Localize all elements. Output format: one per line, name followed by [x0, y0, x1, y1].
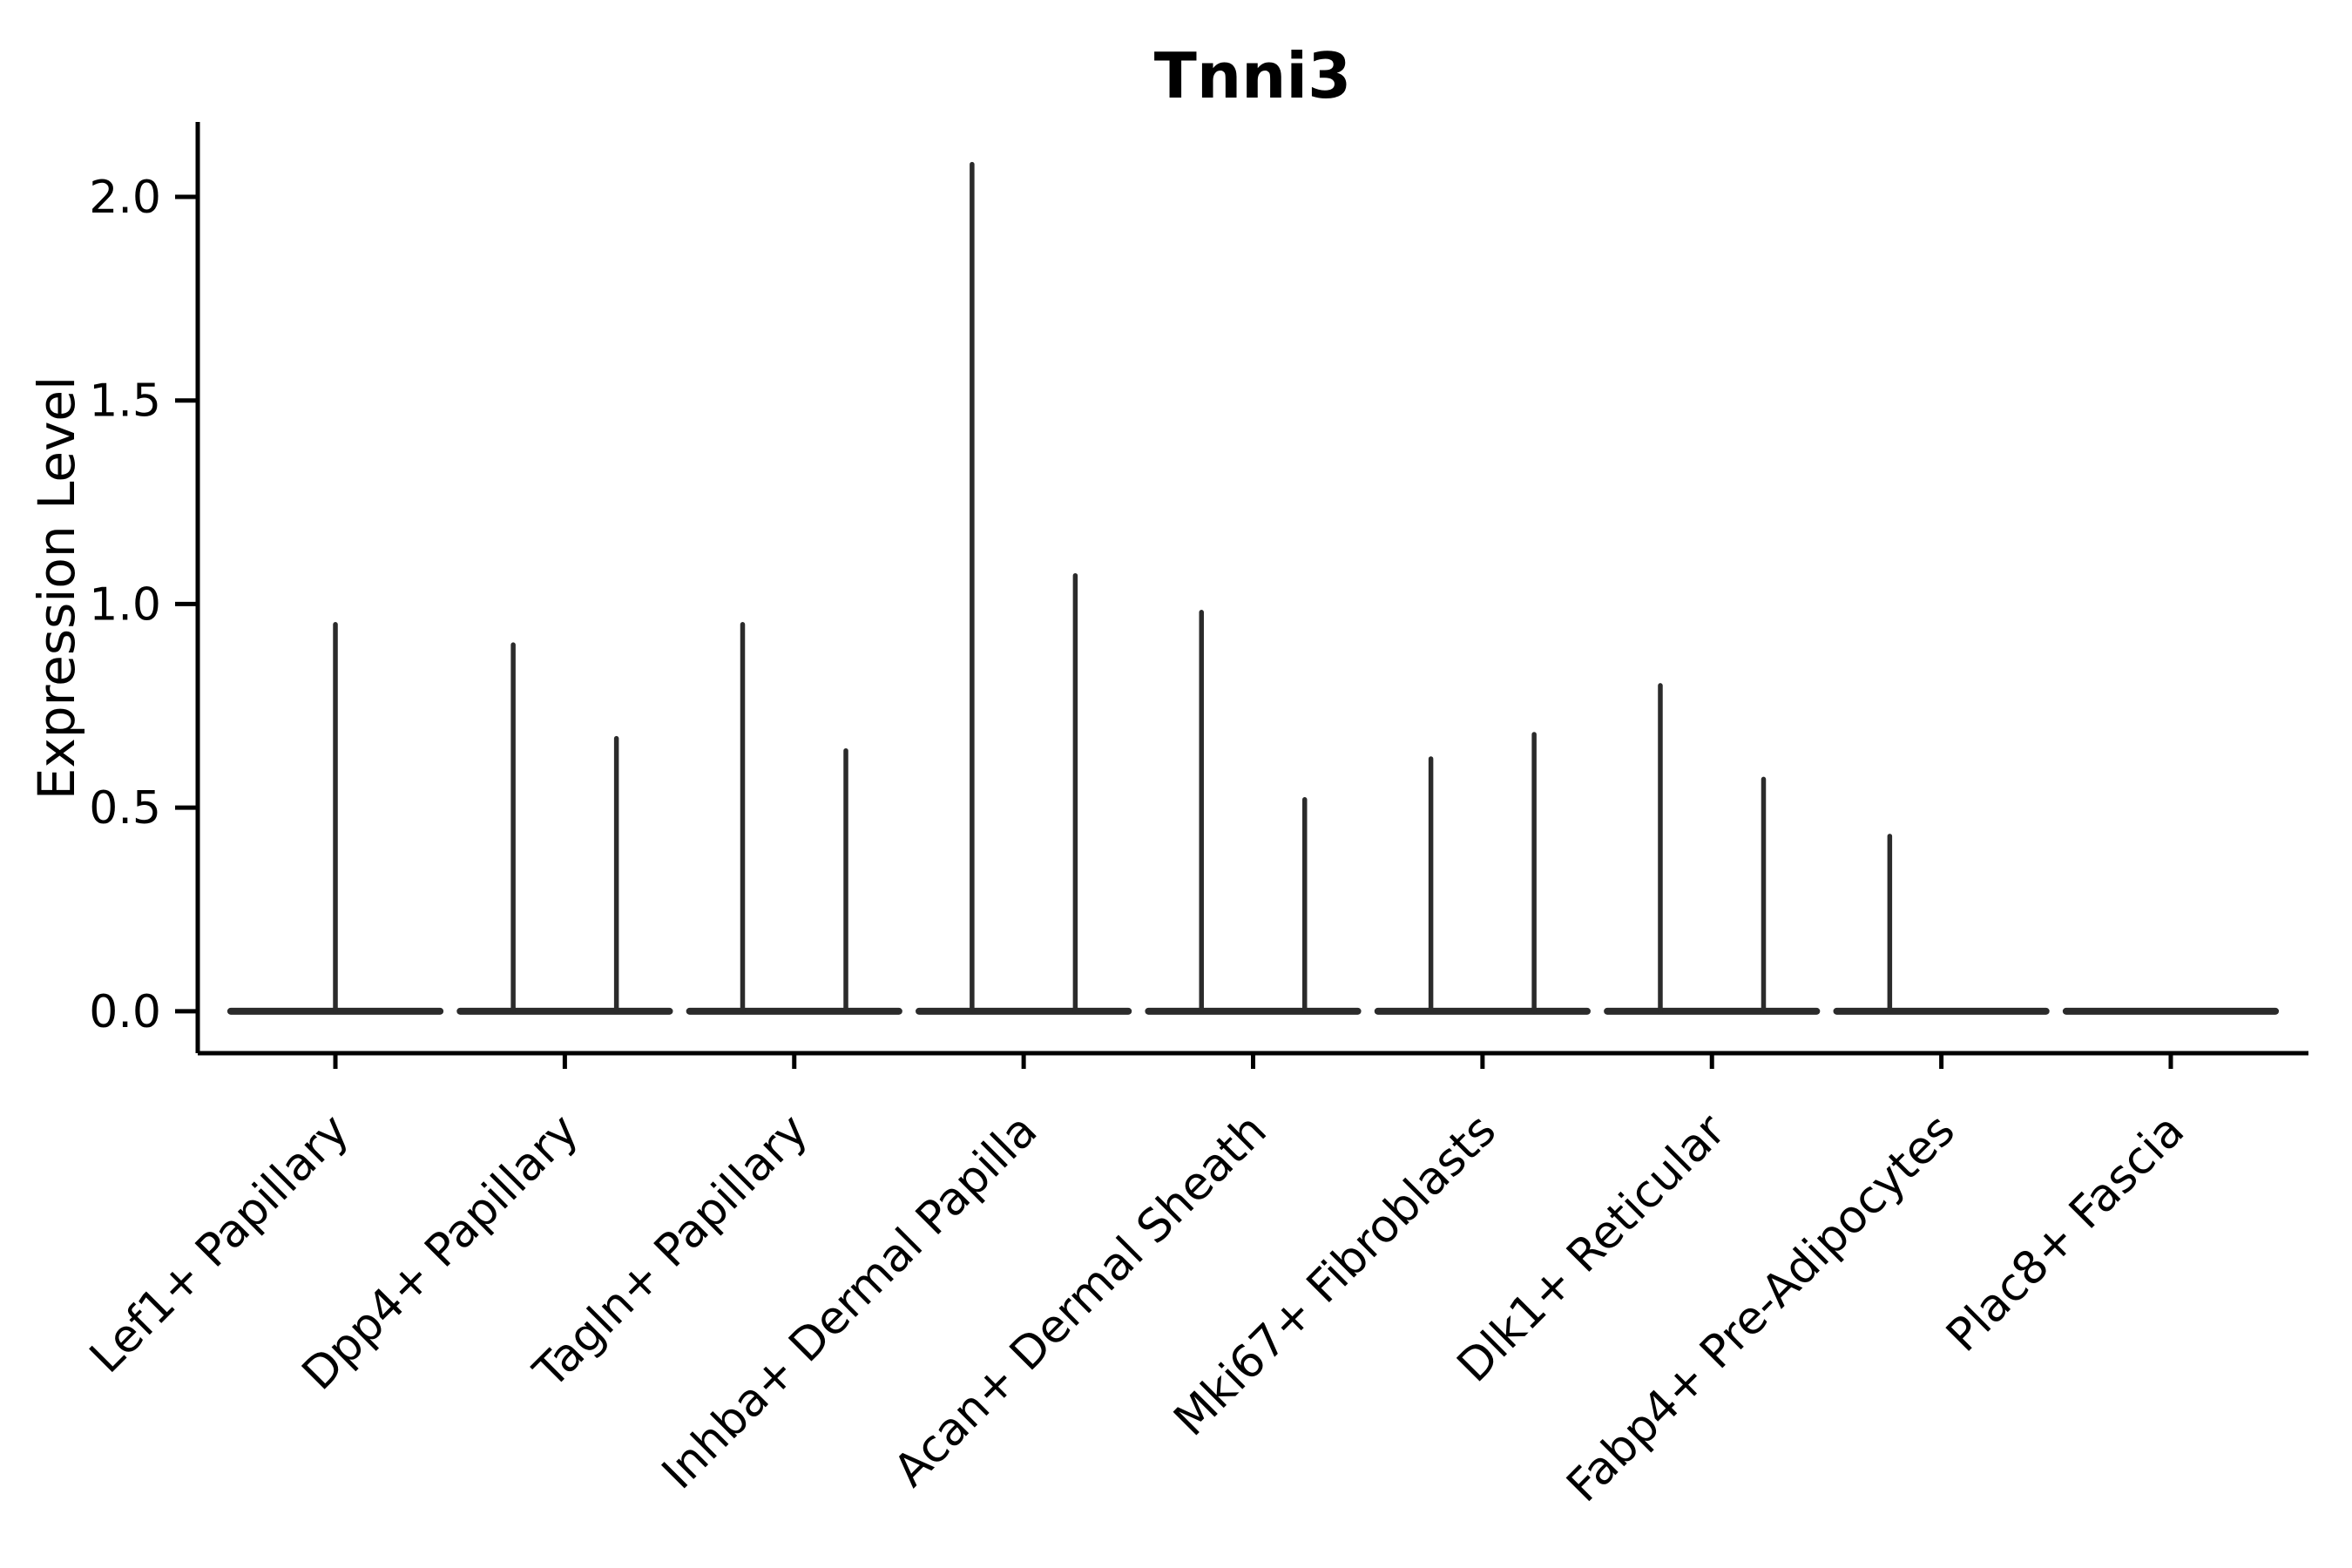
y-tick-label: 0.5: [89, 782, 161, 835]
x-tick-label: Plac8+ Fascia: [1936, 1105, 2194, 1362]
y-tick-label: 1.5: [89, 375, 161, 428]
chart-title: Tnni3: [1154, 39, 1351, 112]
y-tick-label: 0.0: [89, 986, 161, 1038]
x-tick-label: Acan+ Dermal Sheath: [884, 1105, 1277, 1497]
y-tick-label: 1.0: [89, 578, 161, 631]
y-axis-label: Expression Level: [27, 376, 86, 800]
x-tick-label: Fabp4+ Pre-Adipocytes: [1558, 1105, 1965, 1512]
violins-layer: [226, 161, 2280, 1015]
y-tick-label: 2.0: [89, 172, 161, 224]
x-tick-label: Inhba+ Dermal Papilla: [652, 1105, 1047, 1499]
